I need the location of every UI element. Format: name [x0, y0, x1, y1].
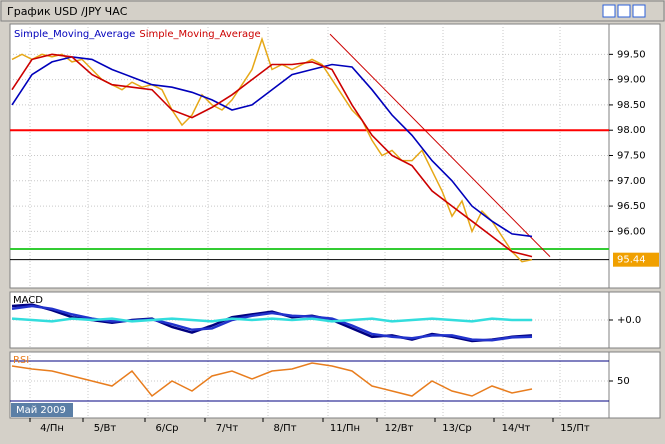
- x-tick-label: 5/Вт: [94, 423, 117, 434]
- title-bar: [0, 0, 665, 22]
- window-buttons[interactable]: [602, 4, 646, 18]
- series-line: [11, 362, 533, 398]
- y-tick-label: 96.00: [617, 226, 646, 237]
- last-price-badge: [613, 252, 659, 267]
- axis-area: [608, 351, 661, 419]
- panel-title: RSI: [13, 355, 29, 366]
- y-tick-label: 97.00: [617, 176, 646, 187]
- y-tick-label: +0.0: [617, 315, 641, 326]
- x-tick-label: 12/Вт: [385, 423, 414, 434]
- period-label: Май 2009: [16, 405, 66, 416]
- plot-area: [9, 351, 610, 419]
- y-tick-label: 98.50: [617, 100, 646, 111]
- last-price-label: 95.44: [617, 255, 646, 266]
- trend-line: [329, 33, 551, 257]
- series-line: [11, 36, 533, 263]
- close-button[interactable]: [632, 4, 646, 18]
- series-line: [11, 56, 533, 238]
- x-tick-label: 11/Пн: [330, 423, 360, 434]
- y-tick-label: 99.50: [617, 49, 646, 60]
- panel-title: MACD: [13, 295, 43, 306]
- x-tick-label: 8/Пт: [273, 423, 296, 434]
- legend-entry: Simple_Moving_Average: [14, 29, 135, 40]
- maximize-button[interactable]: [617, 4, 631, 18]
- x-tick-label: 13/Ср: [442, 423, 471, 434]
- y-tick-label: 96.50: [617, 201, 646, 212]
- series-line: [11, 53, 533, 258]
- y-tick-label: 98.00: [617, 125, 646, 136]
- x-tick-label: 6/Ср: [155, 423, 178, 434]
- axis-area: [608, 291, 661, 349]
- x-tick-label: 7/Чт: [216, 423, 239, 434]
- y-tick-label: 97.50: [617, 150, 646, 161]
- window-title: График USD /JPY ЧАС: [7, 5, 128, 18]
- x-tick-label: 4/Пн: [40, 423, 64, 434]
- axis-area: [608, 23, 661, 289]
- x-tick-label: 14/Чт: [502, 423, 531, 434]
- y-tick-label: 50: [617, 376, 630, 387]
- series-line: [11, 317, 532, 323]
- y-tick-label: 99.00: [617, 75, 646, 86]
- period-badge: [11, 403, 73, 417]
- minimize-button[interactable]: [602, 4, 616, 18]
- legend-entry: Simple_Moving_Average: [139, 29, 260, 40]
- x-tick-label: 15/Пт: [560, 423, 590, 434]
